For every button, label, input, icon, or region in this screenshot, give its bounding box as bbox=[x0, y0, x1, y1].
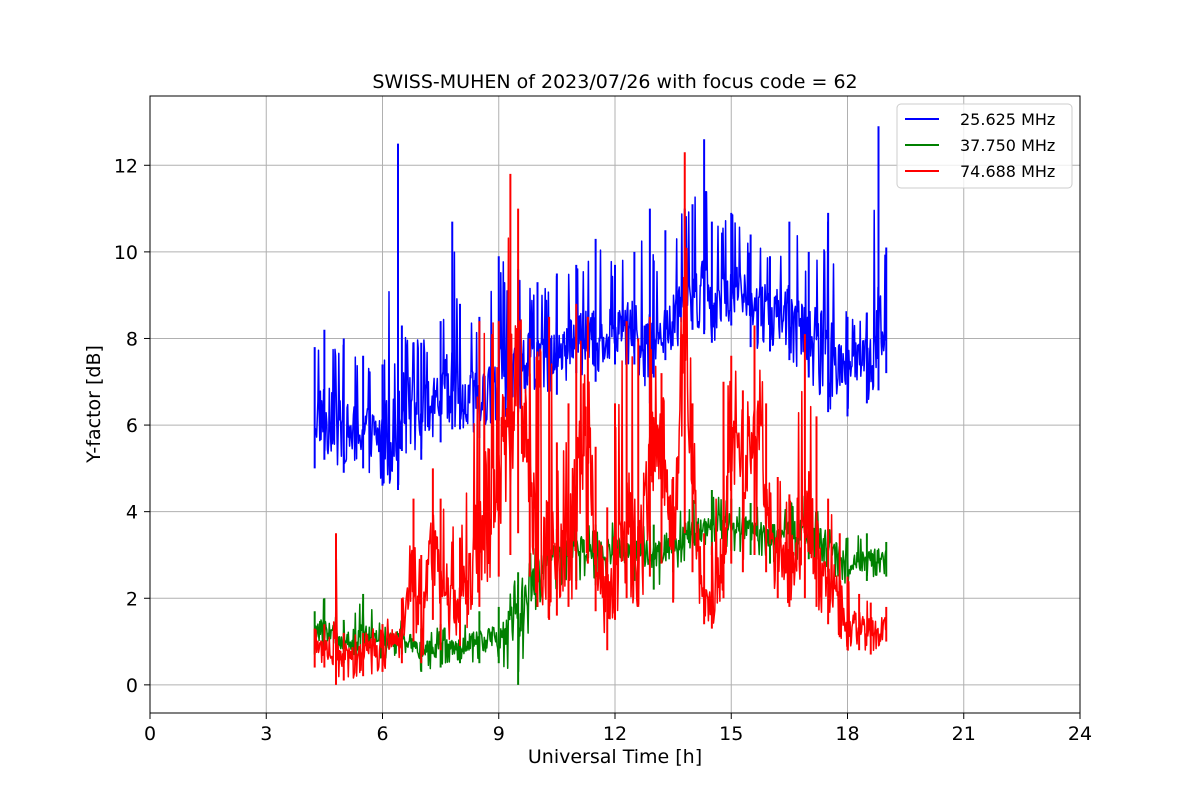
x-tick-label: 18 bbox=[835, 723, 859, 745]
y-tick-label: 8 bbox=[126, 328, 138, 350]
x-tick-label: 15 bbox=[719, 723, 743, 745]
x-tick-label: 12 bbox=[603, 723, 627, 745]
x-axis-title: Universal Time [h] bbox=[528, 746, 702, 768]
y-tick-label: 2 bbox=[126, 588, 138, 610]
chart-title: SWISS-MUHEN of 2023/07/26 with focus cod… bbox=[372, 71, 857, 93]
series-layer bbox=[313, 126, 888, 685]
y-tick-label: 12 bbox=[114, 155, 138, 177]
legend-box bbox=[896, 103, 1073, 189]
y-axis-title: Y-factor [dB] bbox=[83, 345, 105, 464]
legend-label: 37.750 MHz bbox=[960, 136, 1055, 155]
x-tick-label: 3 bbox=[260, 723, 272, 745]
series-74-688-mhz-group bbox=[313, 152, 888, 685]
x-tick-label: 9 bbox=[493, 723, 505, 745]
y-tick-label: 10 bbox=[114, 242, 138, 264]
x-tick-label: 6 bbox=[376, 723, 388, 745]
legend-label: 74.688 MHz bbox=[960, 162, 1055, 181]
series-line bbox=[313, 191, 888, 486]
x-tick-label: 0 bbox=[144, 723, 156, 745]
x-tick-label: 21 bbox=[952, 723, 976, 745]
series-line bbox=[313, 237, 888, 679]
y-tick-label: 6 bbox=[126, 415, 138, 437]
series-25-625-mhz-group bbox=[313, 126, 888, 491]
y-tick-label: 4 bbox=[126, 502, 138, 524]
x-tick-label: 24 bbox=[1068, 723, 1092, 745]
y-tick-label: 0 bbox=[126, 675, 138, 697]
legend-label: 25.625 MHz bbox=[960, 110, 1055, 129]
legend: 25.625 MHz 37.750 MHz 74.688 MHz bbox=[896, 103, 1073, 189]
